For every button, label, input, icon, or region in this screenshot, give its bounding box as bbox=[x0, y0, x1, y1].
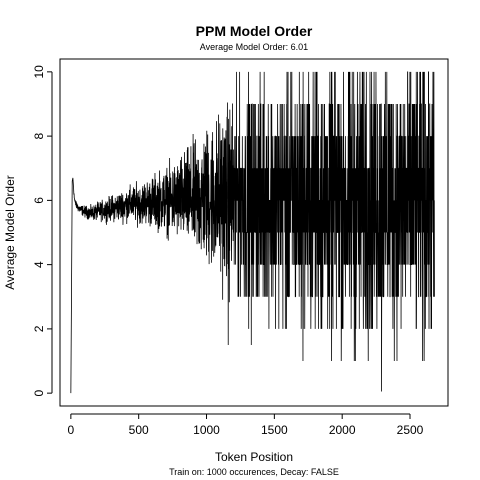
y-tick-label: 2 bbox=[32, 325, 46, 332]
x-tick-label: 2500 bbox=[397, 423, 424, 437]
y-axis: 0 2 4 6 8 10 bbox=[32, 65, 53, 396]
chart-subtitle: Average Model Order: 6.01 bbox=[200, 42, 308, 52]
y-tick-label: 8 bbox=[32, 132, 46, 139]
x-axis: 0 500 1000 1500 2000 2500 bbox=[68, 413, 424, 437]
x-tick-label: 2000 bbox=[329, 423, 356, 437]
x-tick-label: 1000 bbox=[193, 423, 220, 437]
y-tick-label: 4 bbox=[32, 261, 46, 268]
y-tick-label: 6 bbox=[32, 197, 46, 204]
chart-title: PPM Model Order bbox=[196, 23, 313, 39]
chart-caption: Train on: 1000 occurences, Decay: FALSE bbox=[169, 467, 339, 477]
x-tick-label: 0 bbox=[68, 423, 75, 437]
y-axis-label: Average Model Order bbox=[3, 175, 17, 290]
x-axis-label: Token Position bbox=[215, 450, 293, 464]
series-line bbox=[70, 71, 435, 394]
y-tick-label: 10 bbox=[32, 65, 46, 79]
y-tick-label: 0 bbox=[32, 389, 46, 396]
data-series-line bbox=[70, 71, 435, 394]
x-tick-label: 1500 bbox=[261, 423, 288, 437]
x-tick-label: 500 bbox=[129, 423, 149, 437]
plot-frame bbox=[59, 58, 449, 407]
